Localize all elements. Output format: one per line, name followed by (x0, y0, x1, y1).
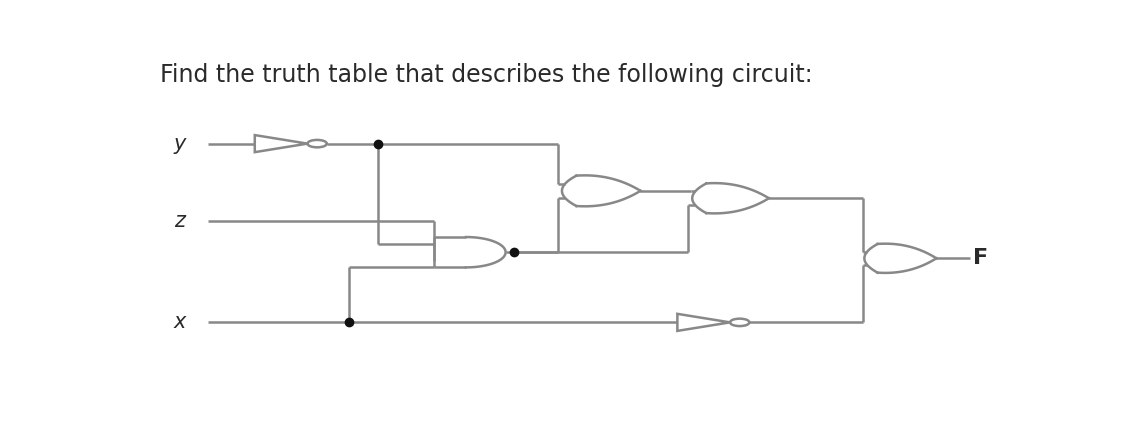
Text: F: F (974, 248, 988, 268)
Circle shape (730, 319, 750, 326)
Circle shape (308, 140, 327, 147)
Text: z: z (174, 211, 185, 231)
Text: x: x (174, 312, 186, 332)
Text: y: y (174, 134, 186, 154)
Text: Find the truth table that describes the following circuit:: Find the truth table that describes the … (159, 63, 812, 87)
